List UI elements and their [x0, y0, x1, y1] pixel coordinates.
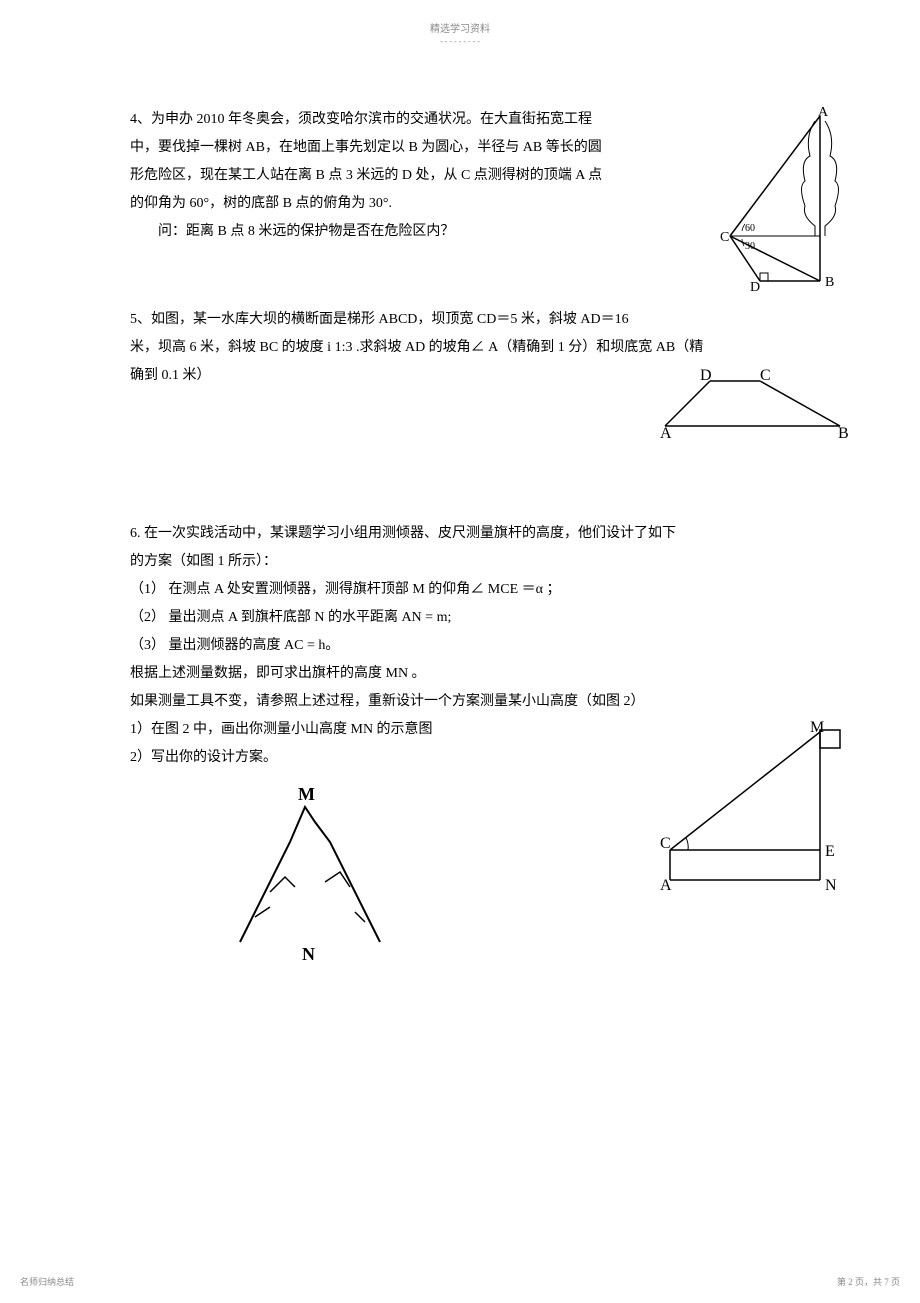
f5-label-a: A: [660, 425, 672, 441]
content-area: 4、为申办 2010 年冬奥会，须改变哈尔滨市的交通状况。在大直街拓宽工程 中，…: [60, 106, 860, 973]
f5-label-b: B: [838, 425, 849, 441]
p6-line3: （1） 在测点 A 处安置测倾器，测得旗杆顶部 M 的仰角∠ MCE ＝α ；: [130, 576, 790, 604]
f6b-label-a: A: [660, 877, 672, 894]
f6b-label-n: N: [825, 877, 837, 894]
page-header: 精选学习资料 - - - - - - - - -: [60, 20, 860, 46]
f6b-label-m: M: [810, 720, 824, 736]
problem-6: 6. 在一次实践活动中，某课题学习小组用测倾器、皮尺测量旗杆的高度，他们设计了如…: [130, 520, 790, 973]
figure-6a-svg: M N: [210, 782, 420, 962]
figure-4-svg: A B C D 60 30: [720, 106, 850, 296]
f6a-label-n: N: [302, 944, 315, 962]
p4-line2: 中，要伐掉一棵树 AB，在地面上事先划定以 B 为圆心，半径与 AB 等长的圆: [130, 134, 630, 162]
f4-label-d: D: [750, 280, 760, 295]
p6-line2: 的方案（如图 1 所示）：: [130, 548, 790, 576]
figure-5: A B C D: [660, 366, 850, 452]
figure-5-svg: A B C D: [660, 366, 850, 441]
f6a-label-m: M: [298, 784, 315, 804]
f6b-label-c: C: [660, 835, 671, 852]
figure-6b: M N A C E: [660, 720, 850, 906]
f4-label-c: C: [720, 230, 729, 245]
footer-left: 名师归纳总结: [20, 1275, 74, 1288]
figure-6b-svg: M N A C E: [660, 720, 850, 895]
figure-4: A B C D 60 30: [720, 106, 850, 307]
problem-5: 5、如图，某一水库大坝的横断面是梯形 ABCD，坝顶宽 CD＝5 米，斜坡 AD…: [130, 306, 790, 390]
f4-label-a: A: [818, 106, 829, 120]
p4-line1: 4、为申办 2010 年冬奥会，须改变哈尔滨市的交通状况。在大直街拓宽工程: [130, 106, 630, 134]
footer-right: 第 2 页，共 7 页: [837, 1275, 900, 1288]
p6-line4: （2） 量出测点 A 到旗杆底部 N 的水平距离 AN = m;: [130, 604, 790, 632]
f4-angle-30: 30: [745, 241, 755, 252]
f5-label-d: D: [700, 367, 712, 384]
p6-line1: 6. 在一次实践活动中，某课题学习小组用测倾器、皮尺测量旗杆的高度，他们设计了如…: [130, 520, 790, 548]
p6-line5: （3） 量出测倾器的高度 AC = h。: [130, 632, 790, 660]
problem-4: 4、为申办 2010 年冬奥会，须改变哈尔滨市的交通状况。在大直街拓宽工程 中，…: [130, 106, 790, 246]
p5-line2: 米，坝高 6 米，斜坡 BC 的坡度 i 1:3 .求斜坡 AD 的坡角∠ A（…: [130, 334, 790, 362]
p4-line3: 形危险区，现在某工人站在离 B 点 3 米远的 D 处，从 C 点测得树的顶端 …: [130, 162, 630, 190]
page-footer: 名师归纳总结 第 2 页，共 7 页: [0, 1275, 920, 1288]
f5-label-c: C: [760, 367, 771, 384]
problem-4-text: 4、为申办 2010 年冬奥会，须改变哈尔滨市的交通状况。在大直街拓宽工程 中，…: [130, 106, 630, 246]
p4-line5: 问：距离 B 点 8 米远的保护物是否在危险区内？: [130, 218, 630, 246]
p5-line1: 5、如图，某一水库大坝的横断面是梯形 ABCD，坝顶宽 CD＝5 米，斜坡 AD…: [130, 306, 790, 334]
p4-line4: 的仰角为 60°，树的底部 B 点的俯角为 30°.: [130, 190, 630, 218]
f4-label-b: B: [825, 275, 834, 290]
f4-angle-60: 60: [745, 223, 755, 234]
header-text: 精选学习资料: [430, 24, 490, 35]
p6-line7: 如果测量工具不变，请参照上述过程，重新设计一个方案测量某小山高度（如图 2）: [130, 688, 790, 716]
p6-line6: 根据上述测量数据，即可求出旗杆的高度 MN 。: [130, 660, 790, 688]
f6b-label-e: E: [825, 843, 835, 860]
